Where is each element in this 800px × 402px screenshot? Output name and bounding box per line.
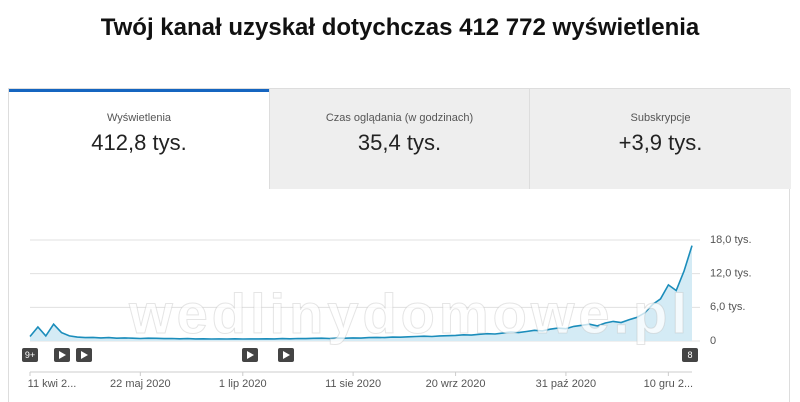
x-tick-label: 11 kwi 2...	[28, 378, 77, 390]
area	[30, 245, 692, 341]
tab-value: 35,4 tys.	[357, 130, 442, 155]
y-tick-label: 6,0 tys.	[710, 301, 745, 313]
line	[29, 245, 693, 340]
tab-label: Czas oglądania (w godzinach)	[325, 112, 474, 124]
tab-label: Wyświetlenia	[106, 112, 172, 124]
x-tick-label: 20 wrz 2020	[426, 378, 486, 390]
tab-label: Subskrypcje	[630, 112, 691, 124]
play-icon	[247, 351, 254, 359]
x-tick-label: 22 maj 2020	[110, 378, 171, 390]
play-icon	[283, 351, 290, 359]
play-icon	[59, 351, 66, 359]
watermark: wedlinydomowe.pl	[128, 282, 691, 345]
tab[interactable]: Czas oglądania (w godzinach) 35,4 tys.	[269, 89, 529, 189]
marker-label: 8	[687, 350, 692, 360]
marker	[22, 348, 38, 362]
x-tick-label: 11 sie 2020	[325, 378, 381, 390]
play-icon	[81, 351, 88, 359]
x-tick-label: 31 paź 2020	[536, 378, 597, 390]
tab[interactable]: Wyświetlenia 412,8 tys.	[9, 89, 269, 189]
marker-label: 9+	[25, 350, 35, 360]
page-title: Twój kanał uzyskał dotychczas 412 772 wy…	[100, 14, 700, 41]
tab-value: +3,9 tys.	[618, 130, 703, 155]
tab[interactable]: Subskrypcje +3,9 tys.	[529, 89, 791, 189]
y-tick-label: 12,0 tys.	[710, 268, 752, 280]
marker	[682, 348, 698, 362]
x-tick-label: 10 gru 2...	[644, 378, 694, 390]
y-tick-label: 0	[710, 335, 716, 347]
tab-value: 412,8 tys.	[91, 130, 187, 155]
y-tick-label: 18,0 tys.	[710, 234, 752, 246]
x-tick-label: 1 lip 2020	[219, 378, 267, 390]
metrics-card: Wyświetlenia 412,8 tys. Czas oglądania (…	[8, 88, 791, 402]
